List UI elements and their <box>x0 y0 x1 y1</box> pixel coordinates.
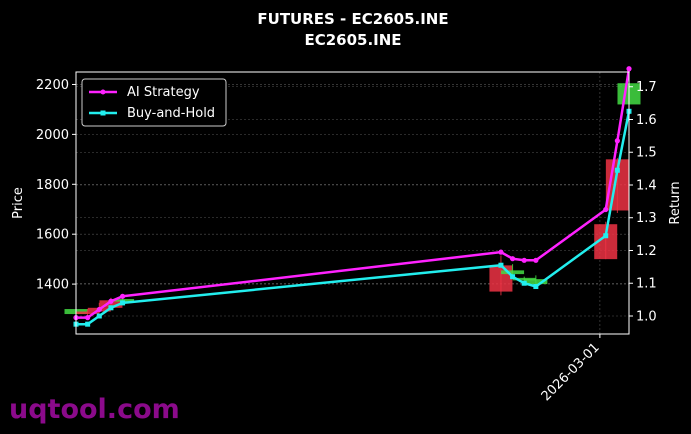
point-buy-and-hold <box>614 167 620 173</box>
point-buy-and-hold <box>108 305 114 311</box>
point-ai-strategy <box>533 257 539 263</box>
candle-down <box>99 300 123 308</box>
y-left-tick-label: 2000 <box>36 128 69 143</box>
point-ai-strategy <box>603 206 609 213</box>
y-right-tick-label: 1.5 <box>636 146 657 161</box>
point-buy-and-hold <box>498 262 504 268</box>
y-left-tick-label: 1800 <box>36 178 69 193</box>
y-right-tick-label: 1.7 <box>636 80 657 95</box>
watermark: uqtool.com <box>9 394 180 425</box>
candle-up <box>111 299 135 302</box>
legend-marker-ai <box>100 89 106 95</box>
y-left-tick-label: 1400 <box>36 278 69 293</box>
chart-subtitle: EC2605.INE <box>304 31 401 49</box>
y-right-tick-label: 1.1 <box>636 277 657 292</box>
x-axis: 2026-03-01 <box>539 334 603 404</box>
legend: AI Strategy Buy-and-Hold <box>81 78 227 127</box>
candle-down <box>76 311 100 315</box>
point-buy-and-hold <box>120 300 126 306</box>
y-right-axis: 1.0 1.1 1.2 1.3 1.4 1.5 1.6 1.7 <box>629 80 657 324</box>
point-buy-and-hold <box>521 280 527 286</box>
point-ai-strategy <box>614 138 620 144</box>
x-tick-label: 2026-03-01 <box>539 340 603 404</box>
point-ai-strategy <box>626 66 632 72</box>
chart-title: FUTURES - EC2605.INE <box>257 10 448 28</box>
legend-label-bh: Buy-and-Hold <box>127 106 215 121</box>
point-ai-strategy <box>119 293 126 299</box>
y-left-tick-label: 2200 <box>36 78 69 93</box>
point-buy-and-hold <box>85 321 91 327</box>
point-buy-and-hold <box>603 233 609 239</box>
y-left-tick-label: 1600 <box>36 228 69 243</box>
candle-up <box>501 270 525 275</box>
point-buy-and-hold <box>96 313 102 319</box>
plot-frame <box>75 71 630 335</box>
legend-label-ai: AI Strategy <box>127 85 200 100</box>
candle-up <box>524 279 548 285</box>
y-left-axis: 1400 1600 1800 2000 2200 <box>36 78 76 293</box>
y-left-label: Price <box>11 187 26 219</box>
point-ai-strategy <box>85 315 91 321</box>
point-buy-and-hold <box>510 274 516 280</box>
y-right-tick-label: 1.2 <box>636 244 657 259</box>
point-buy-and-hold <box>533 284 539 290</box>
y-right-tick-label: 1.6 <box>636 113 657 128</box>
point-ai-strategy <box>509 256 516 262</box>
point-ai-strategy <box>498 249 504 255</box>
candle-down <box>594 224 618 260</box>
legend-box <box>81 78 227 127</box>
point-ai-strategy <box>108 298 114 304</box>
y-right-tick-label: 1.3 <box>636 211 657 226</box>
point-ai-strategy <box>96 306 102 313</box>
y-right-label: Return <box>668 181 683 224</box>
candle-down <box>489 265 513 292</box>
y-right-tick-label: 1.4 <box>636 178 657 193</box>
point-ai-strategy <box>521 257 527 263</box>
candle-up <box>512 277 536 281</box>
y-right-tick-label: 1.0 <box>636 309 657 324</box>
legend-marker-bh <box>100 110 106 116</box>
